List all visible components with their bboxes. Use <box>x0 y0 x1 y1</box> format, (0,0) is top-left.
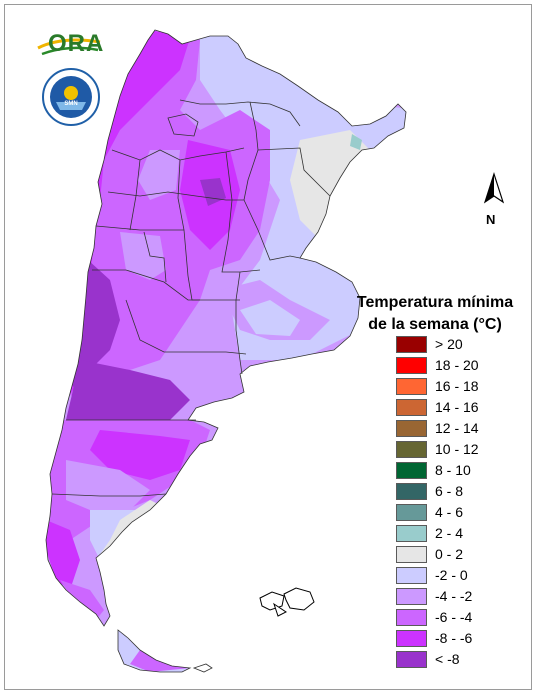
legend-swatch <box>396 441 427 458</box>
legend-swatch <box>396 546 427 563</box>
legend-swatch <box>396 504 427 521</box>
legend-item: 14 - 16 <box>396 399 516 417</box>
legend-item: -4 - -2 <box>396 588 516 606</box>
legend-swatch <box>396 525 427 542</box>
ora-logo <box>37 38 101 56</box>
legend-label: < -8 <box>435 651 460 667</box>
legend-swatch <box>396 420 427 437</box>
legend-label: 10 - 12 <box>435 441 479 457</box>
legend-label: 16 - 18 <box>435 378 479 394</box>
legend-item: -2 - 0 <box>396 567 516 585</box>
legend-label: 8 - 10 <box>435 462 471 478</box>
north-arrow-icon <box>483 172 505 204</box>
legend-label: 12 - 14 <box>435 420 479 436</box>
svg-text:SMN: SMN <box>64 101 77 107</box>
legend-label: 14 - 16 <box>435 399 479 415</box>
legend-item: 8 - 10 <box>396 462 516 480</box>
legend-label: -4 - -2 <box>435 588 473 604</box>
legend-label: > 20 <box>435 336 463 352</box>
legend-item: 16 - 18 <box>396 378 516 396</box>
legend-title-line-2: de la semana (°C) <box>368 316 502 333</box>
legend-swatch <box>396 399 427 416</box>
legend-item: -8 - -6 <box>396 630 516 648</box>
legend-swatch <box>396 357 427 374</box>
legend-item: < -8 <box>396 651 516 669</box>
legend-swatch <box>396 483 427 500</box>
legend-swatch <box>396 651 427 668</box>
legend-label: 4 - 6 <box>435 504 464 520</box>
legend-item: 2 - 4 <box>396 525 516 543</box>
legend-label: 0 - 2 <box>435 546 464 562</box>
malvinas-islands <box>259 587 315 617</box>
legend-label: -2 - 0 <box>435 567 468 583</box>
legend-item: 0 - 2 <box>396 546 516 564</box>
legend-swatch <box>396 378 427 395</box>
legend-label: 18 - 20 <box>435 357 479 373</box>
legend-item: 6 - 8 <box>396 483 516 501</box>
legend-label: 6 - 8 <box>435 483 464 499</box>
tierra-del-fuego-zones <box>118 630 190 672</box>
legend-label: -8 - -6 <box>435 630 473 646</box>
legend-label: -6 - -4 <box>435 609 473 625</box>
legend-item: 12 - 14 <box>396 420 516 438</box>
legend-item: 10 - 12 <box>396 441 516 459</box>
legend-swatch <box>396 609 427 626</box>
map-frame <box>4 4 532 690</box>
legend-item: 18 - 20 <box>396 357 516 375</box>
legend-swatch <box>396 567 427 584</box>
province-boundaries <box>45 29 407 673</box>
legend-swatch <box>396 336 427 353</box>
legend-item: -6 - -4 <box>396 609 516 627</box>
legend-label: 2 - 4 <box>435 525 464 541</box>
legend-title: Temperatura mínima de la semana (°C) <box>340 292 530 336</box>
legend-swatch <box>396 462 427 479</box>
legend-swatch <box>396 630 427 647</box>
isla-de-los-estados <box>192 663 213 673</box>
ora-logo-text: ORA <box>48 30 105 57</box>
legend-item: > 20 <box>396 336 516 354</box>
smn-seal: SMN <box>42 68 100 126</box>
legend-swatch <box>396 588 427 605</box>
legend-item: 4 - 6 <box>396 504 516 522</box>
legend-title-line-1: Temperatura mínima <box>356 294 514 311</box>
north-label: N <box>486 212 496 227</box>
